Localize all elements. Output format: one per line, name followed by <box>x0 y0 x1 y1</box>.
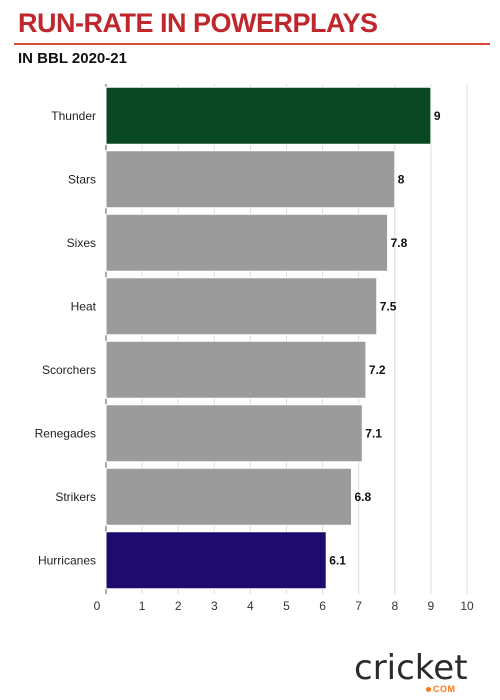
bar-0 <box>105 86 432 145</box>
x-tick-label-3: 3 <box>211 599 218 613</box>
bar-6 <box>105 467 352 526</box>
x-tick-label-5: 5 <box>283 599 290 613</box>
x-tick-label-8: 8 <box>391 599 398 613</box>
value-label-1: 8 <box>398 172 405 186</box>
x-tick-label-4: 4 <box>247 599 254 613</box>
category-label-0: Thunder <box>51 109 96 123</box>
category-label-4: Scorchers <box>42 363 96 377</box>
x-tick-label-0: 0 <box>94 599 101 613</box>
category-label-2: Sixes <box>67 236 96 250</box>
value-label-3: 7.5 <box>380 299 397 313</box>
x-tick-label-7: 7 <box>355 599 362 613</box>
x-tick-label-9: 9 <box>428 599 435 613</box>
bar-3 <box>105 277 378 336</box>
category-label-1: Stars <box>68 172 96 186</box>
logo-wordmark: cricket <box>354 648 468 688</box>
value-label-2: 7.8 <box>391 236 408 250</box>
category-label-6: Strikers <box>55 490 96 504</box>
category-label-7: Hurricanes <box>38 553 96 567</box>
value-label-7: 6.1 <box>329 553 346 567</box>
bar-2 <box>105 213 389 272</box>
category-label-5: Renegades <box>35 426 96 440</box>
chart-subtitle: IN BBL 2020-21 <box>18 50 127 67</box>
chart-title: RUN-RATE IN POWERPLAYS <box>18 8 378 38</box>
bar-4 <box>105 340 367 399</box>
title-underline <box>14 43 490 45</box>
bar-7 <box>105 531 327 590</box>
x-tick-label-2: 2 <box>175 599 182 613</box>
x-tick-label-10: 10 <box>460 599 474 613</box>
x-tick-label-1: 1 <box>139 599 146 613</box>
logo-suffix-text: COM <box>433 684 456 694</box>
logo-dot-icon <box>426 687 431 693</box>
bar-1 <box>105 150 396 209</box>
value-label-6: 6.8 <box>354 490 371 504</box>
value-label-5: 7.1 <box>365 426 382 440</box>
value-label-4: 7.2 <box>369 363 386 377</box>
x-tick-label-6: 6 <box>319 599 326 613</box>
bar-chart: Thunder 9 Stars 8 Sixes 7.8 Heat 7.5 Scorchers 7.… <box>35 84 474 613</box>
bar-5 <box>105 404 363 463</box>
cricket-com-logo: cricket COM <box>354 648 484 694</box>
logo-suffix: COM <box>426 684 456 694</box>
category-label-3: Heat <box>71 299 97 313</box>
value-label-0: 9 <box>434 109 441 123</box>
